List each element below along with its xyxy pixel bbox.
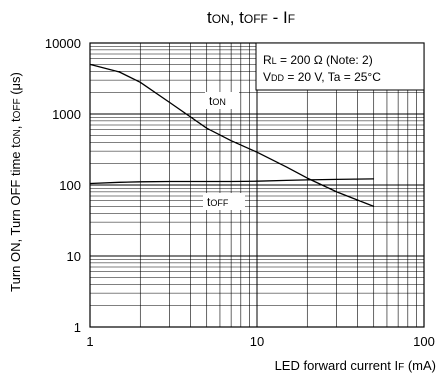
series-label-ton-text: tON xyxy=(209,94,226,108)
tick-labels: 1 10 100 1 10 100 1000 10000 xyxy=(45,36,435,349)
conditions-box-frame xyxy=(255,42,425,91)
series-label-ton-bg xyxy=(205,92,239,109)
conditions-line-2: VDD = 20 V, Ta = 25°C xyxy=(263,70,381,84)
conditions-line-1: RL = 200 Ω (Note: 2) xyxy=(263,53,373,67)
series-label-toff-bg xyxy=(203,193,245,210)
series-lines xyxy=(89,63,374,208)
series-label-toff-text: tOFF xyxy=(207,195,229,209)
y-tick-label: 100 xyxy=(59,178,81,193)
y-tick-label: 1 xyxy=(74,320,81,335)
series-line-toff xyxy=(89,178,374,185)
x-tick-label: 100 xyxy=(413,334,435,349)
x-axis-label: LED forward current IF (mA) xyxy=(275,358,436,373)
series-label-ton: tON xyxy=(205,92,239,109)
x-tick-label: 1 xyxy=(86,334,93,349)
y-tick-label: 10000 xyxy=(45,36,81,51)
y-tick-label: 1000 xyxy=(52,107,81,122)
x-tick-label: 10 xyxy=(250,334,264,349)
chart-title: tON, tOFF - IF xyxy=(207,8,295,27)
y-axis-label: Turn ON, Turn OFF time tON, tOFF (μs) xyxy=(8,72,23,292)
conditions-box: RL = 200 Ω (Note: 2) VDD = 20 V, Ta = 25… xyxy=(255,42,425,91)
series-label-toff: tOFF xyxy=(203,193,245,210)
series-line-ton xyxy=(89,63,374,208)
y-tick-label: 10 xyxy=(67,249,81,264)
